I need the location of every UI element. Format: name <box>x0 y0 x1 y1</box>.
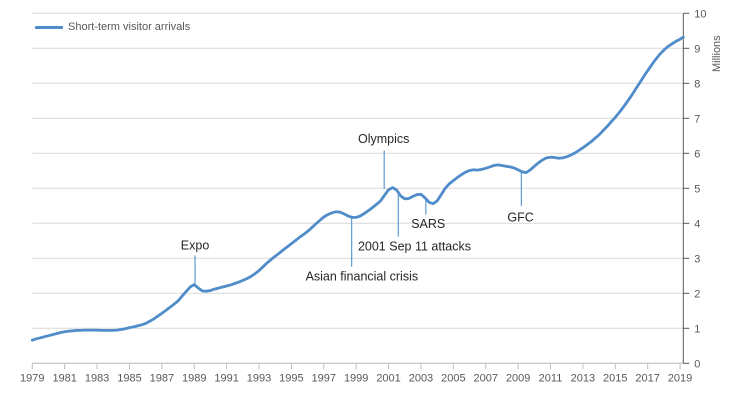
x-axis-tick-label: 1999 <box>344 372 368 384</box>
x-axis-tick-label: 1993 <box>247 372 271 384</box>
y-axis-title: Millions <box>711 35 723 72</box>
x-axis-tick-label: 2005 <box>441 372 465 384</box>
x-axis-tick-label: 1995 <box>279 372 303 384</box>
x-axis-tick-label: 2009 <box>506 372 530 384</box>
series-line-short-term-visitor-arrivals <box>30 35 685 342</box>
y-axis-tick-label: 2 <box>694 288 700 300</box>
x-axis-tick-label: 2011 <box>539 372 563 384</box>
legend-label: Short-term visitor arrivals <box>68 21 191 33</box>
annotation-label-olympics: Olympics <box>358 132 409 146</box>
x-axis-tick-label: 1981 <box>52 372 76 384</box>
y-axis-tick-label: 6 <box>694 148 700 160</box>
x-axis-tick-label: 1987 <box>150 372 174 384</box>
x-axis-tick-label: 2013 <box>571 372 595 384</box>
y-axis-tick-label: 0 <box>694 358 700 370</box>
annotation-label-sars: SARS <box>411 217 445 231</box>
annotation-label-expo: Expo <box>181 239 210 253</box>
legend: Short-term visitor arrivals <box>35 22 190 33</box>
y-axis-tick-label: 7 <box>694 113 700 125</box>
y-axis-tick-label: 4 <box>694 218 700 230</box>
annotation-label-2001-sep-11-attacks: 2001 Sep 11 attacks <box>358 240 471 254</box>
y-axis-tick-label: 1 <box>694 323 700 335</box>
x-axis-tick-label: 2001 <box>376 372 400 384</box>
x-axis-tick-label: 1985 <box>117 372 141 384</box>
y-axis-tick-label: 3 <box>694 253 700 265</box>
x-axis-tick-label: 2017 <box>635 372 659 384</box>
x-axis-tick-label: 1979 <box>20 372 44 384</box>
x-axis-tick-label: 2015 <box>603 372 627 384</box>
x-axis-tick-label: 1989 <box>182 372 206 384</box>
x-axis-tick-label: 1991 <box>214 372 238 384</box>
x-axis-tick-label: 2007 <box>473 372 497 384</box>
y-axis-tick-label: 10 <box>694 8 706 20</box>
y-axis-tick-label: 5 <box>694 183 700 195</box>
x-axis-tick-label: 2019 <box>668 372 692 384</box>
annotation-label-asian-financial-crisis: Asian financial crisis <box>306 269 419 283</box>
y-axis-tick-label: 9 <box>694 43 700 55</box>
x-axis-tick-label: 2003 <box>409 372 433 384</box>
x-axis-tick-label: 1983 <box>85 372 109 384</box>
y-axis-tick-label: 8 <box>694 78 700 90</box>
legend-line-swatch <box>35 26 63 29</box>
x-axis-tick-label: 1997 <box>312 372 336 384</box>
annotation-label-gfc: GFC <box>507 211 533 225</box>
